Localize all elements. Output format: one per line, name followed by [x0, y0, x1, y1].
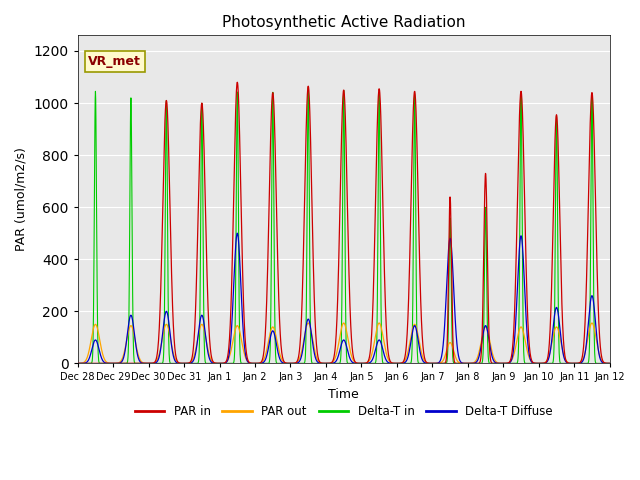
Title: Photosynthetic Active Radiation: Photosynthetic Active Radiation — [222, 15, 465, 30]
Text: VR_met: VR_met — [88, 55, 141, 68]
X-axis label: Time: Time — [328, 388, 359, 401]
Y-axis label: PAR (umol/m2/s): PAR (umol/m2/s) — [15, 147, 28, 252]
Legend: PAR in, PAR out, Delta-T in, Delta-T Diffuse: PAR in, PAR out, Delta-T in, Delta-T Dif… — [130, 401, 557, 423]
